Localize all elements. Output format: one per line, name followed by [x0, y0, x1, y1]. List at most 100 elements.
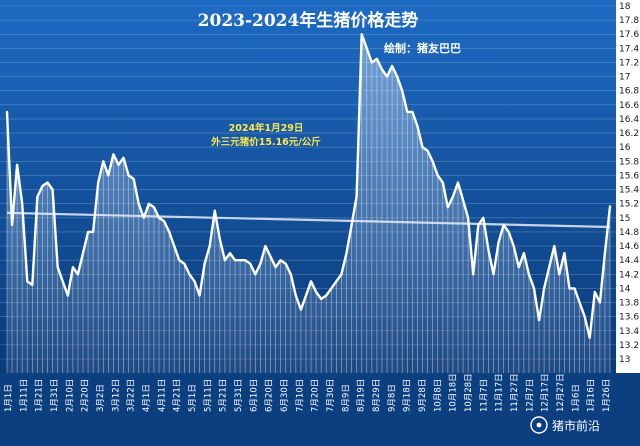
y-tick-label: 14.8 [619, 228, 639, 238]
data-point [512, 245, 515, 247]
data-point [345, 252, 348, 255]
price-area [7, 34, 610, 373]
x-tick-label: 1月31日 [50, 379, 60, 412]
data-point [188, 273, 191, 276]
data-point [416, 125, 419, 127]
data-point [340, 273, 343, 276]
data-point [112, 153, 115, 156]
data-point [51, 188, 54, 191]
data-point [183, 262, 186, 265]
data-point [548, 266, 551, 269]
data-point [294, 294, 297, 297]
data-point [522, 252, 525, 255]
data-point [127, 174, 130, 177]
x-tick-label: 2月20日 [81, 379, 91, 412]
x-tick-label: 10月28日 [464, 373, 474, 412]
data-point [411, 111, 414, 113]
x-tick-label: 5月21日 [219, 379, 229, 412]
x-tick-label: 1月16日 [587, 379, 597, 412]
data-point [66, 294, 69, 297]
y-tick-label: 13.6 [619, 313, 639, 323]
data-point [406, 111, 409, 113]
annotation-line-2: 外三元猪价15.16元/公斤 [210, 136, 321, 148]
data-point [97, 181, 100, 184]
x-tick-label: 7月30日 [326, 379, 336, 412]
data-point [193, 280, 196, 283]
data-point [452, 195, 454, 198]
data-point [61, 280, 64, 283]
data-point [173, 245, 176, 247]
data-point [609, 205, 611, 208]
x-tick-label: 3月12日 [111, 379, 121, 412]
data-point [543, 287, 546, 290]
data-point [325, 294, 328, 297]
data-point [117, 163, 120, 166]
data-point [598, 301, 601, 304]
watermark-text: 猪市前沿 [552, 418, 600, 433]
data-point [472, 273, 475, 276]
data-point [163, 220, 165, 223]
x-tick-label: 10月18日 [449, 373, 459, 412]
data-point [507, 231, 510, 233]
data-point [563, 252, 566, 255]
x-tick-label: 6月30日 [280, 379, 290, 412]
data-point [462, 199, 464, 202]
data-point [310, 280, 312, 283]
data-point [386, 75, 388, 78]
y-tick-label: 16.6 [619, 101, 639, 111]
data-point [137, 202, 140, 205]
data-point [153, 206, 155, 209]
data-point [492, 273, 495, 276]
x-tick-label: 3月2日 [96, 384, 106, 412]
data-point [593, 291, 596, 293]
chart-title: 2023-2024年生猪价格走势 [198, 10, 419, 31]
price-line [5, 33, 612, 339]
x-tick-label: 4月11日 [157, 379, 167, 412]
x-tick-label: 1月26日 [602, 379, 612, 412]
data-point [208, 245, 211, 247]
y-tick-label: 13 [619, 355, 630, 365]
data-point [279, 259, 282, 262]
data-point [365, 47, 368, 50]
data-point [239, 259, 241, 262]
data-point [355, 195, 358, 198]
y-tick-label: 13.4 [619, 327, 639, 337]
data-point [568, 287, 571, 290]
data-point [82, 252, 84, 255]
credit-text: 绘制：猪友巴巴 [384, 41, 461, 55]
x-tick-label: 7月20日 [311, 379, 321, 412]
data-point [213, 209, 216, 212]
x-tick-label: 1月21日 [35, 379, 45, 412]
data-point [502, 223, 505, 226]
x-tick-label: 5月11日 [203, 379, 213, 412]
data-point [558, 273, 561, 276]
data-point [533, 287, 535, 290]
data-point [234, 259, 236, 262]
data-point [457, 181, 459, 184]
trend-line-group [6, 211, 611, 229]
y-tick-label: 17 [619, 73, 630, 83]
data-point [264, 245, 267, 247]
area-fill [7, 34, 610, 373]
data-point [107, 174, 110, 177]
y-tick-label: 18 [619, 2, 631, 12]
x-tick-label: 11月7日 [479, 379, 489, 412]
x-tick-label: 1月11日 [19, 379, 29, 412]
data-point [229, 252, 231, 255]
data-point [198, 294, 201, 297]
x-tick-label: 12月17日 [541, 373, 551, 412]
data-point [517, 266, 520, 269]
price-line-group [5, 33, 612, 339]
data-point [376, 58, 378, 60]
y-tick-label: 14.2 [619, 270, 639, 280]
data-point [528, 273, 530, 276]
data-point [269, 255, 272, 258]
data-point [360, 33, 363, 36]
data-point [31, 283, 34, 286]
data-point [604, 252, 606, 255]
x-tick-label: 3月22日 [127, 379, 137, 412]
y-axis-ticks: 18 17.8 17.6 17.4 17.2 17 16.8 16.6 16.4 16.2 16 15… [619, 2, 639, 365]
x-tick-label: 2月10日 [65, 379, 75, 412]
data-point [254, 273, 257, 276]
